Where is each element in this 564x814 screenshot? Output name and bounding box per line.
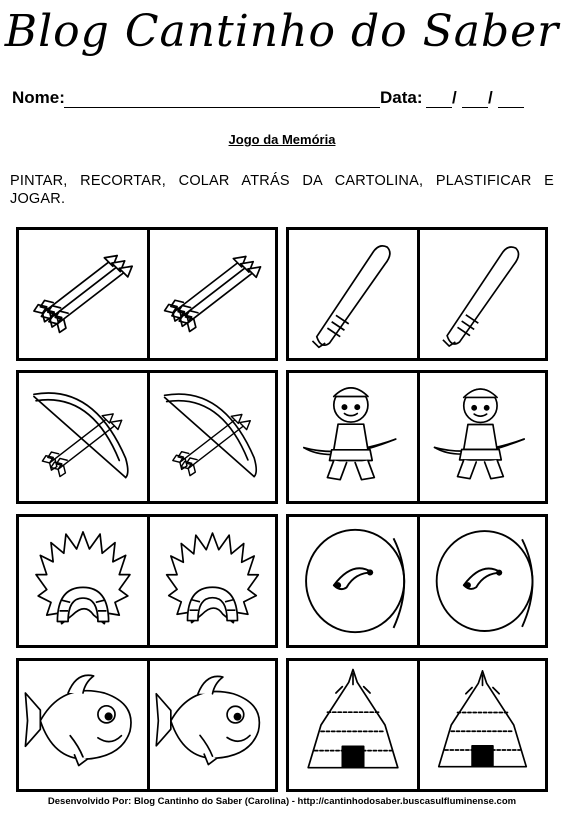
straw-hut-icon (307, 668, 399, 769)
memory-card (289, 373, 417, 501)
card-pair (286, 370, 548, 504)
memory-card (19, 230, 147, 358)
card-pair (286, 227, 548, 361)
memory-card (417, 230, 545, 358)
arrows-icon (150, 230, 275, 358)
memory-card (147, 230, 275, 358)
instructions-text: PINTAR, RECORTAR, COLAR ATRÁS DA CARTOLI… (10, 173, 554, 207)
name-line (64, 107, 380, 108)
date-separator: / (452, 88, 457, 107)
card-pair (16, 370, 278, 504)
memory-card (417, 373, 545, 501)
date-month-line (462, 107, 488, 108)
memory-card (417, 661, 545, 789)
memory-card (19, 517, 147, 645)
shield-icon (435, 530, 534, 632)
club-icon (442, 246, 520, 347)
memory-card (147, 661, 275, 789)
arrows-icon (19, 230, 147, 358)
memory-card (19, 373, 147, 501)
date-label: Data: (380, 88, 423, 107)
date-day-line (426, 107, 452, 108)
card-pair (286, 514, 548, 648)
bow-and-arrow-icon (150, 373, 275, 501)
memory-card (289, 230, 417, 358)
card-pair (16, 227, 278, 361)
game-subtitle: Jogo da Memória (228, 132, 336, 147)
feather-headdress-icon (165, 532, 260, 624)
feather-headdress-icon (35, 531, 131, 625)
name-date-row: Nome: Data: / / (12, 88, 552, 114)
straw-hut-icon (437, 669, 528, 768)
date-year-line (498, 107, 524, 108)
page-title: Blog Cantinho do Saber (4, 6, 560, 57)
date-separator: / (488, 88, 493, 107)
card-pair (286, 658, 548, 792)
footer-credit: Desenvolvido Por: Blog Cantinho do Saber… (47, 796, 517, 807)
memory-card (289, 517, 417, 645)
memory-card (147, 373, 275, 501)
club-icon (311, 244, 391, 349)
shield-icon (305, 528, 406, 634)
indian-boy-archer-icon (303, 387, 397, 481)
memory-card (19, 661, 147, 789)
memory-card (289, 661, 417, 789)
name-label: Nome: (12, 88, 65, 107)
card-pair (16, 514, 278, 648)
indian-boy-archer-icon (433, 388, 526, 480)
fish-icon (155, 675, 261, 766)
memory-card (147, 517, 275, 645)
fish-icon (24, 674, 132, 767)
card-pair (16, 658, 278, 792)
bow-and-arrow-icon (19, 373, 147, 501)
memory-card (417, 517, 545, 645)
